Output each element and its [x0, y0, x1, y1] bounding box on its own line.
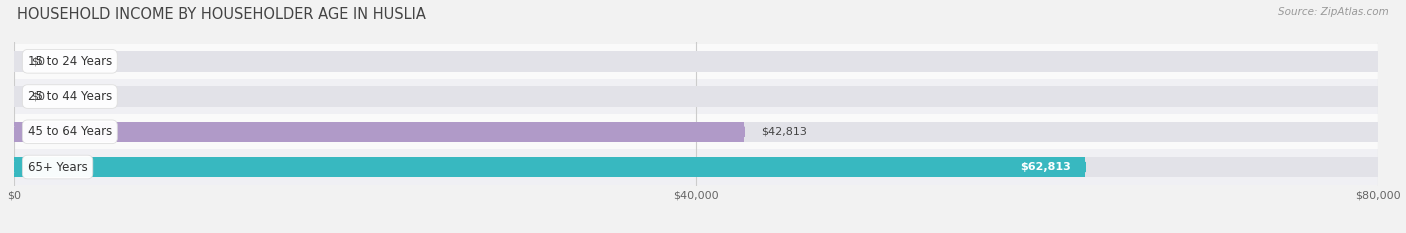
- Text: 25 to 44 Years: 25 to 44 Years: [28, 90, 112, 103]
- Bar: [14, 157, 1378, 177]
- Text: $62,813: $62,813: [1021, 162, 1071, 172]
- Text: HOUSEHOLD INCOME BY HOUSEHOLDER AGE IN HUSLIA: HOUSEHOLD INCOME BY HOUSEHOLDER AGE IN H…: [17, 7, 426, 22]
- Text: $0: $0: [31, 92, 45, 102]
- Bar: [14, 122, 1378, 142]
- Bar: [14, 149, 1378, 185]
- Text: 65+ Years: 65+ Years: [28, 161, 87, 174]
- Bar: [14, 79, 1378, 114]
- Bar: [14, 51, 1378, 72]
- Bar: [14, 44, 1378, 79]
- Bar: [14, 114, 1378, 149]
- Text: $0: $0: [31, 56, 45, 66]
- Bar: [14, 157, 1085, 177]
- Bar: [14, 86, 1378, 107]
- Text: $42,813: $42,813: [761, 127, 807, 137]
- Text: 45 to 64 Years: 45 to 64 Years: [28, 125, 112, 138]
- Bar: [14, 122, 744, 142]
- Text: Source: ZipAtlas.com: Source: ZipAtlas.com: [1278, 7, 1389, 17]
- Text: 15 to 24 Years: 15 to 24 Years: [28, 55, 112, 68]
